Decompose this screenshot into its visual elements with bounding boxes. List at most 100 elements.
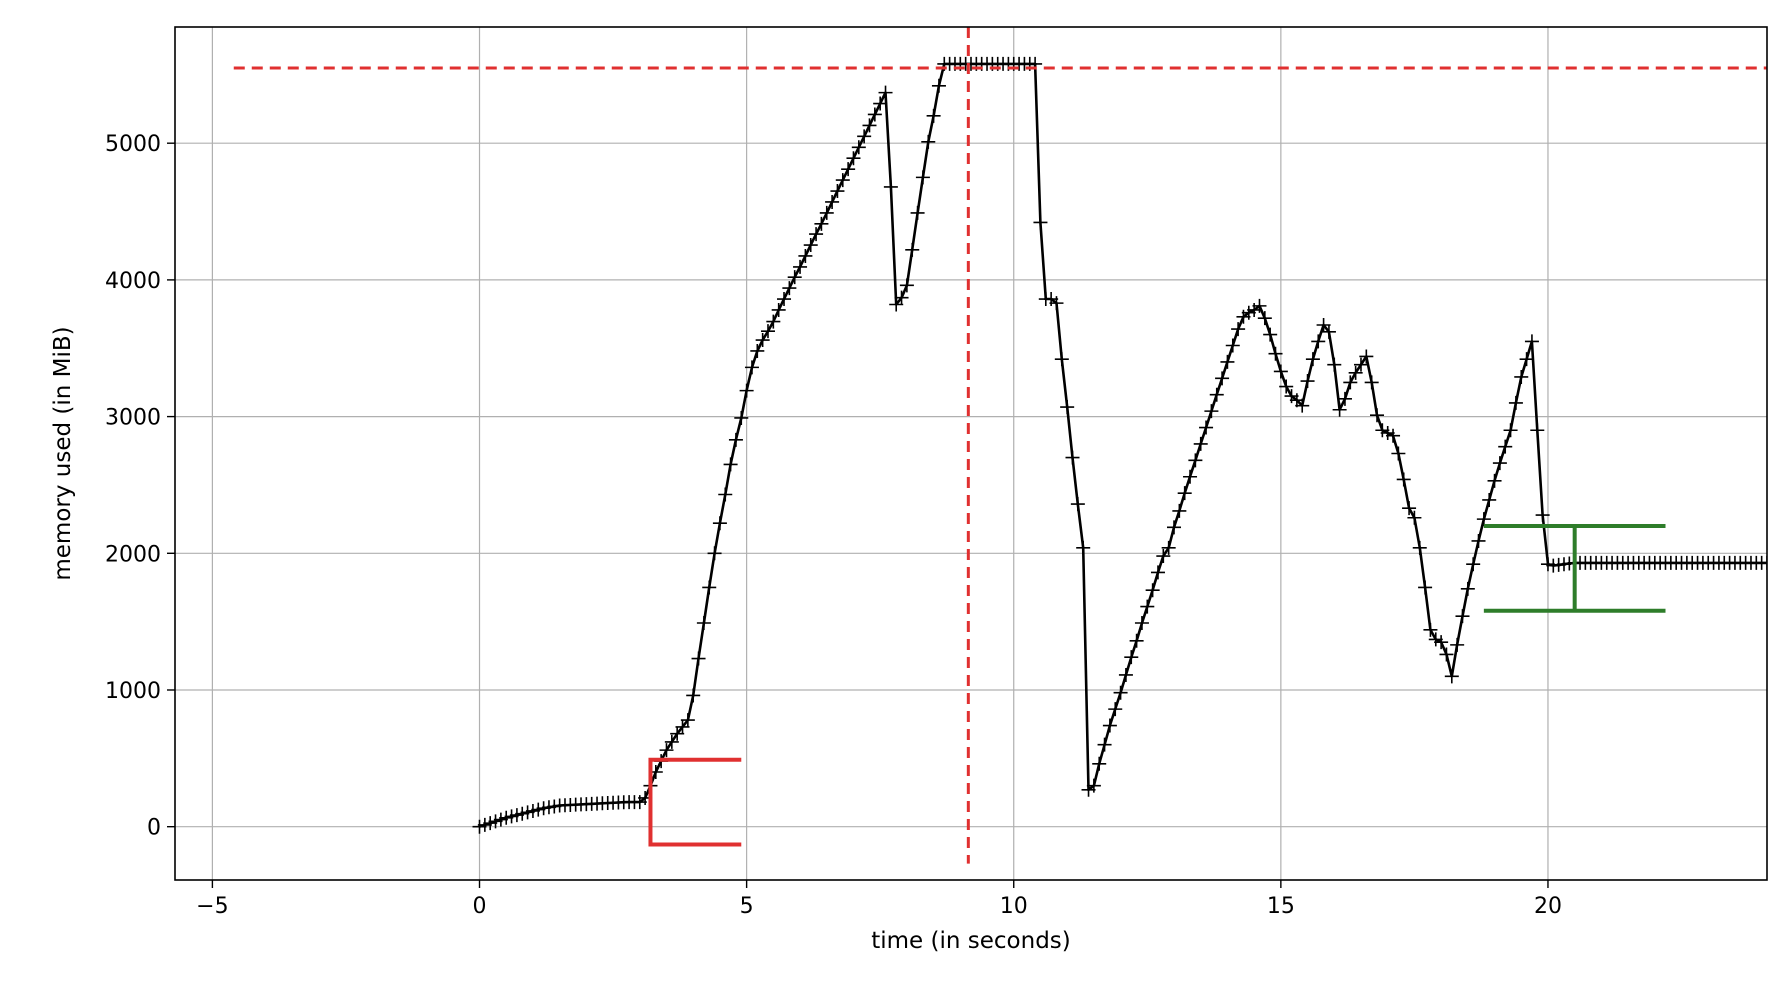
- data-point: [787, 270, 802, 285]
- data-point: [857, 129, 872, 144]
- data-point: [878, 85, 893, 100]
- series-line: [479, 62, 1767, 828]
- grid-lines: [175, 27, 1767, 880]
- data-point: [1418, 580, 1433, 595]
- data-point: [782, 281, 797, 296]
- data-point: [793, 259, 808, 274]
- data-point: [712, 516, 727, 531]
- x-tick-label: 20: [1534, 894, 1562, 919]
- data-point: [1188, 453, 1203, 468]
- data-point: [1760, 555, 1767, 570]
- data-point: [1150, 565, 1165, 580]
- data-point: [1460, 581, 1475, 596]
- x-axis-ticks: −5 0 5 10 15 20: [196, 880, 1562, 919]
- data-point: [1124, 650, 1139, 665]
- y-tick-label: 4000: [105, 269, 161, 294]
- data-point: [1492, 456, 1507, 471]
- plot-frame: [174, 26, 1768, 881]
- data-point: [1519, 352, 1534, 367]
- data-point: [739, 383, 754, 398]
- data-point: [702, 580, 717, 595]
- data-point: [1225, 338, 1240, 353]
- data-point: [1471, 533, 1486, 548]
- data-point: [680, 713, 695, 728]
- data-point: [1498, 439, 1513, 454]
- data-point: [723, 457, 738, 472]
- data-point: [1343, 375, 1358, 390]
- data-point: [1439, 647, 1454, 662]
- data-point: [1279, 379, 1294, 394]
- data-point: [1321, 324, 1336, 339]
- data-point: [1337, 391, 1352, 406]
- data-point: [851, 140, 866, 155]
- data-point: [1524, 334, 1539, 349]
- data-point: [1487, 473, 1502, 488]
- data-point: [734, 410, 749, 425]
- y-axis-label: memory used (in MiB): [50, 326, 76, 580]
- data-point: [1209, 387, 1224, 402]
- data-point: [1054, 352, 1069, 367]
- data-point: [728, 432, 743, 447]
- data-point: [744, 360, 759, 375]
- data-point: [825, 194, 840, 209]
- data-point: [1407, 510, 1422, 525]
- memory-series: [472, 56, 1767, 834]
- data-point: [1535, 508, 1550, 523]
- data-point: [894, 290, 909, 305]
- data-point: [835, 173, 850, 188]
- data-point: [664, 734, 679, 749]
- data-point: [1332, 402, 1347, 417]
- data-point: [1423, 622, 1438, 637]
- data-point: [1359, 349, 1374, 364]
- data-point: [1129, 633, 1144, 648]
- data-point: [755, 333, 770, 348]
- y-tick-label: 1000: [105, 679, 161, 704]
- data-point: [1161, 540, 1176, 555]
- data-point: [814, 216, 829, 231]
- data-point: [659, 743, 674, 758]
- data-point: [1156, 549, 1171, 564]
- data-point: [1134, 616, 1149, 631]
- data-point: [1033, 215, 1048, 230]
- data-point: [905, 242, 920, 257]
- data-point: [1102, 718, 1117, 733]
- annotations: [233, 27, 1767, 864]
- data-point: [1327, 357, 1342, 372]
- data-point: [819, 205, 834, 220]
- data-point: [1092, 756, 1107, 771]
- data-point: [1172, 503, 1187, 518]
- data-point: [1070, 497, 1085, 512]
- data-point: [910, 205, 925, 220]
- data-point: [1311, 334, 1326, 349]
- data-point: [1140, 599, 1155, 614]
- data-point: [883, 179, 898, 194]
- y-tick-label: 3000: [105, 406, 161, 431]
- data-point: [1252, 298, 1267, 313]
- data-point: [1370, 408, 1385, 423]
- data-point: [1193, 436, 1208, 451]
- data-point: [1076, 540, 1091, 555]
- start-bracket: [648, 757, 742, 847]
- x-tick-label: −5: [196, 894, 228, 919]
- data-point: [921, 134, 936, 149]
- data-point: [1391, 446, 1406, 461]
- data-point: [1364, 375, 1379, 390]
- data-point: [1476, 512, 1491, 527]
- data-point: [1231, 322, 1246, 337]
- data-point: [867, 107, 882, 122]
- data-point: [1348, 365, 1363, 380]
- end-bracket: [1483, 523, 1666, 613]
- data-point: [931, 78, 946, 93]
- data-point: [915, 170, 930, 185]
- x-tick-label: 10: [1000, 894, 1028, 919]
- data-point: [760, 324, 775, 339]
- data-point: [691, 651, 706, 666]
- data-point: [686, 688, 701, 703]
- data-point: [1434, 635, 1449, 650]
- data-point: [1257, 311, 1272, 326]
- data-point: [1145, 583, 1160, 598]
- data-point: [777, 292, 792, 307]
- y-tick-label: 2000: [105, 542, 161, 567]
- data-point: [1273, 364, 1288, 379]
- plot-area: [233, 27, 1767, 864]
